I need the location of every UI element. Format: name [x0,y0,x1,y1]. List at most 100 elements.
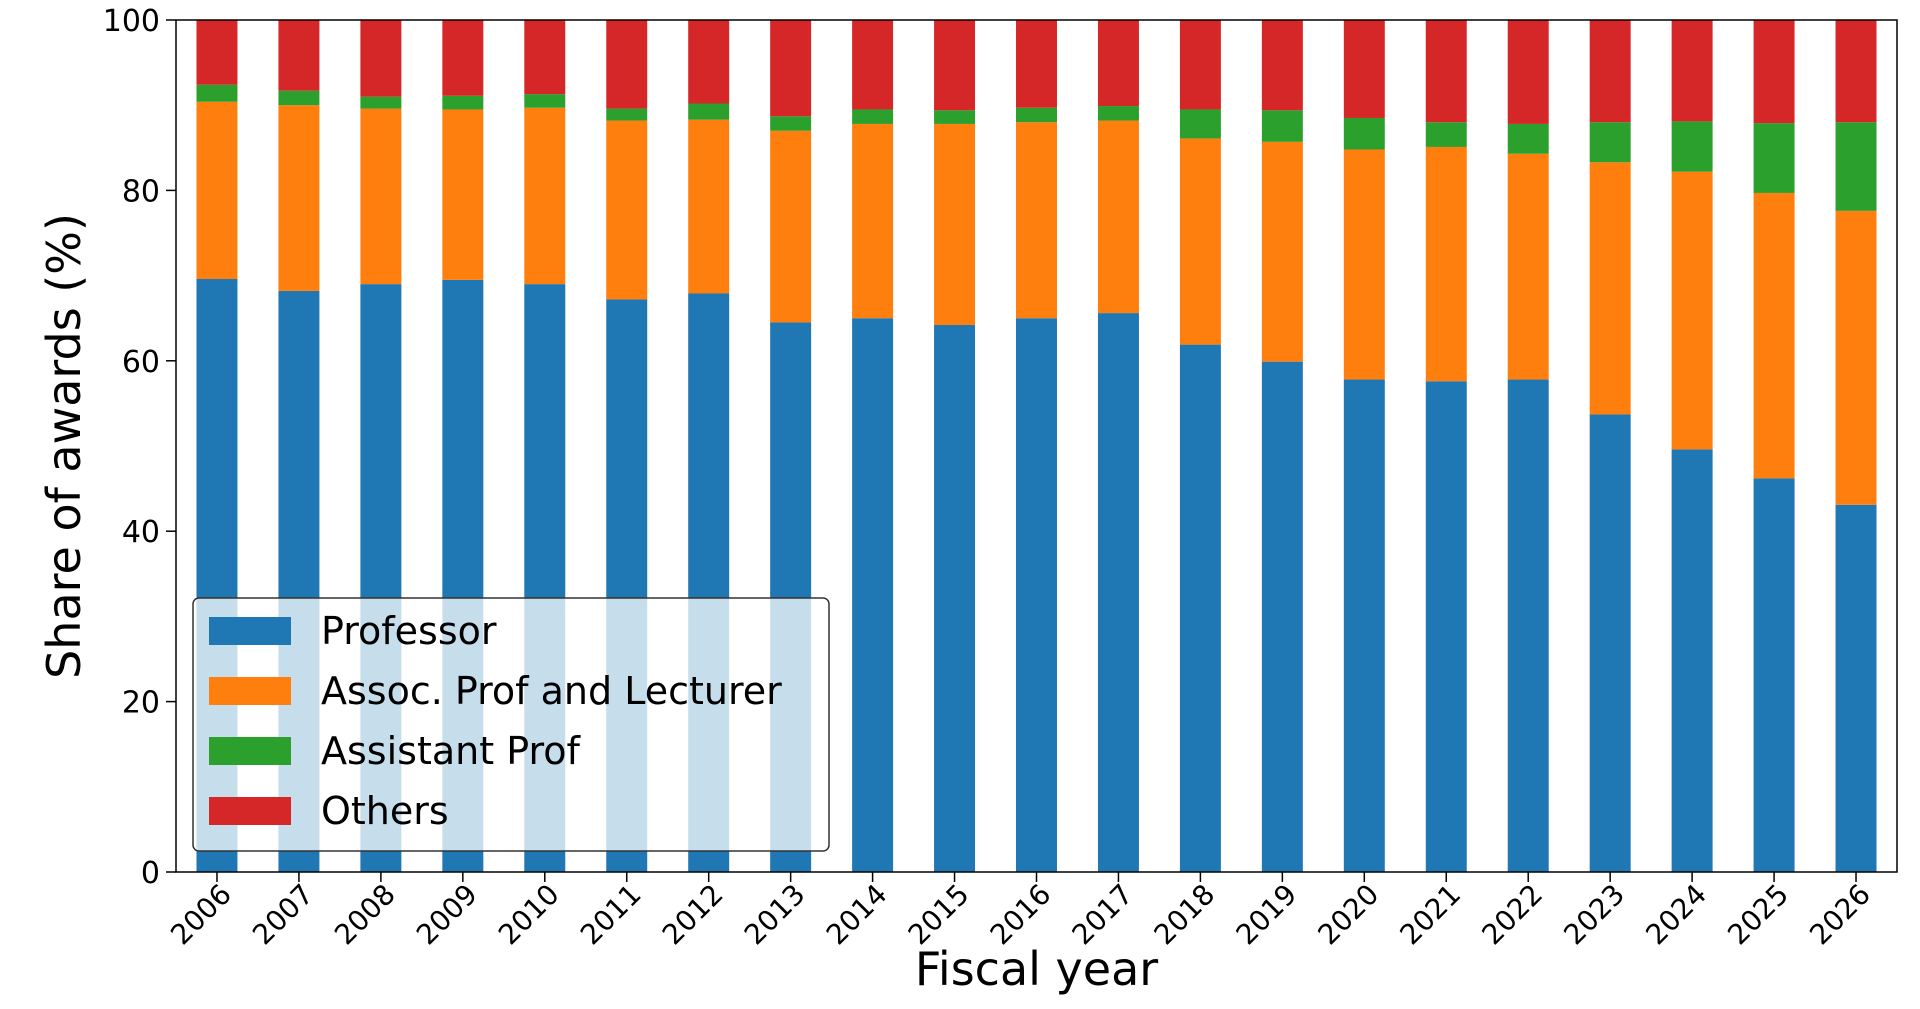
bar-2023-others [1589,20,1631,123]
x-tick-label: 2020 [1312,878,1386,952]
bar-2019-assistant-prof [1261,110,1303,142]
bar-2010-assoc-prof-and-lecturer [524,107,566,285]
x-tick-label: 2021 [1393,878,1467,952]
bar-2013-assistant-prof [770,116,812,131]
bar-2013-assoc-prof-and-lecturer [770,130,812,323]
x-tick-label: 2024 [1639,878,1713,952]
bar-2017-assistant-prof [1097,106,1139,121]
y-tick-label: 20 [122,686,160,721]
bar-2022-professor [1507,379,1549,872]
bar-2007-assoc-prof-and-lecturer [278,105,320,291]
bar-2019-others [1261,20,1303,111]
bar-2025-others [1753,20,1795,124]
x-tick-label: 2016 [984,878,1058,952]
legend-swatch [209,677,291,705]
bar-2020-assistant-prof [1343,117,1385,150]
bar-2025-professor [1753,478,1795,872]
legend-label: Professor [321,609,497,653]
x-tick-label: 2019 [1230,878,1304,952]
bar-2017-others [1097,20,1139,107]
bar-2023-assoc-prof-and-lecturer [1589,162,1631,415]
bar-2026-assistant-prof [1835,122,1877,211]
bar-2008-assoc-prof-and-lecturer [360,108,402,285]
bar-2025-assistant-prof [1753,123,1795,193]
bar-2006-others [196,20,238,85]
x-tick-label: 2008 [328,878,402,952]
bar-2024-assistant-prof [1671,121,1713,172]
x-tick-label: 2006 [164,878,238,952]
bar-2014-assistant-prof [852,109,894,124]
bar-2022-assistant-prof [1507,123,1549,154]
bar-2006-assistant-prof [196,84,238,102]
bar-2021-professor [1425,381,1467,872]
bar-2016-others [1016,20,1057,108]
bar-2014-professor [852,318,894,872]
bar-2018-professor [1179,344,1221,872]
bar-2007-others [278,20,320,91]
bar-2015-assoc-prof-and-lecturer [934,123,976,326]
bar-2018-assistant-prof [1179,109,1221,139]
bar-2019-professor [1261,361,1303,872]
bar-2011-assoc-prof-and-lecturer [606,120,648,300]
bar-2015-others [934,20,976,111]
bar-2010-others [524,20,566,95]
legend-label: Assoc. Prof and Lecturer [321,669,782,713]
bar-2023-assistant-prof [1589,122,1631,163]
bar-2023-professor [1589,414,1631,872]
bar-2014-others [852,20,894,110]
bar-2024-assoc-prof-and-lecturer [1671,171,1713,450]
bar-2016-assoc-prof-and-lecturer [1016,122,1057,319]
bar-2015-professor [934,325,976,872]
bar-2026-others [1835,20,1877,123]
bar-2008-others [360,20,402,97]
x-tick-label: 2011 [574,878,648,952]
bar-2007-assistant-prof [278,90,320,106]
bar-2009-others [442,20,484,96]
bar-2018-assoc-prof-and-lecturer [1179,138,1221,345]
bar-2020-assoc-prof-and-lecturer [1343,149,1385,380]
bar-2009-assoc-prof-and-lecturer [442,109,484,280]
bar-2016-assistant-prof [1016,107,1057,123]
x-tick-label: 2013 [738,878,812,952]
bar-2019-assoc-prof-and-lecturer [1261,141,1303,362]
bar-2011-assistant-prof [606,108,648,121]
bar-2021-assoc-prof-and-lecturer [1425,146,1467,382]
x-tick-label: 2025 [1721,878,1795,952]
bar-2026-assoc-prof-and-lecturer [1835,210,1877,505]
y-axis: 0 20 40 60 80 100 [103,4,176,891]
y-axis-label: Share of awards (%) [37,213,91,679]
x-tick-label: 2014 [820,878,894,952]
bar-2017-assoc-prof-and-lecturer [1097,120,1139,314]
y-tick-label: 0 [141,856,160,891]
bar-2021-others [1425,20,1467,123]
bar-2012-assistant-prof [688,103,730,120]
legend: Professor Assoc. Prof and Lecturer Assista… [192,597,830,852]
x-tick-label: 2010 [492,878,566,952]
legend-label: Assistant Prof [321,729,581,773]
x-axis: 2006 2007 2008 2009 2010 2011 2012 2013 2014 2015… [164,872,1877,951]
y-tick-label: 40 [122,515,160,550]
bar-2011-others [606,20,648,109]
bar-2022-others [1507,20,1549,124]
legend-swatch [209,797,291,825]
bar-2010-assistant-prof [524,94,566,108]
bar-2020-others [1343,20,1385,118]
x-tick-label: 2015 [902,878,976,952]
bar-2012-assoc-prof-and-lecturer [688,119,730,294]
x-tick-label: 2023 [1557,878,1631,952]
bar-2008-assistant-prof [360,96,402,109]
bar-2018-others [1179,20,1221,110]
legend-swatch [209,737,291,765]
x-tick-label: 2017 [1066,878,1140,952]
bar-2024-others [1671,20,1713,122]
bar-2024-professor [1671,449,1713,872]
bar-2017-professor [1097,313,1139,872]
x-axis-label: Fiscal year [915,942,1158,996]
x-tick-label: 2012 [656,878,730,952]
legend-box [192,597,830,852]
bar-2026-professor [1835,504,1877,872]
x-tick-label: 2009 [410,878,484,952]
bar-2009-assistant-prof [442,95,484,110]
